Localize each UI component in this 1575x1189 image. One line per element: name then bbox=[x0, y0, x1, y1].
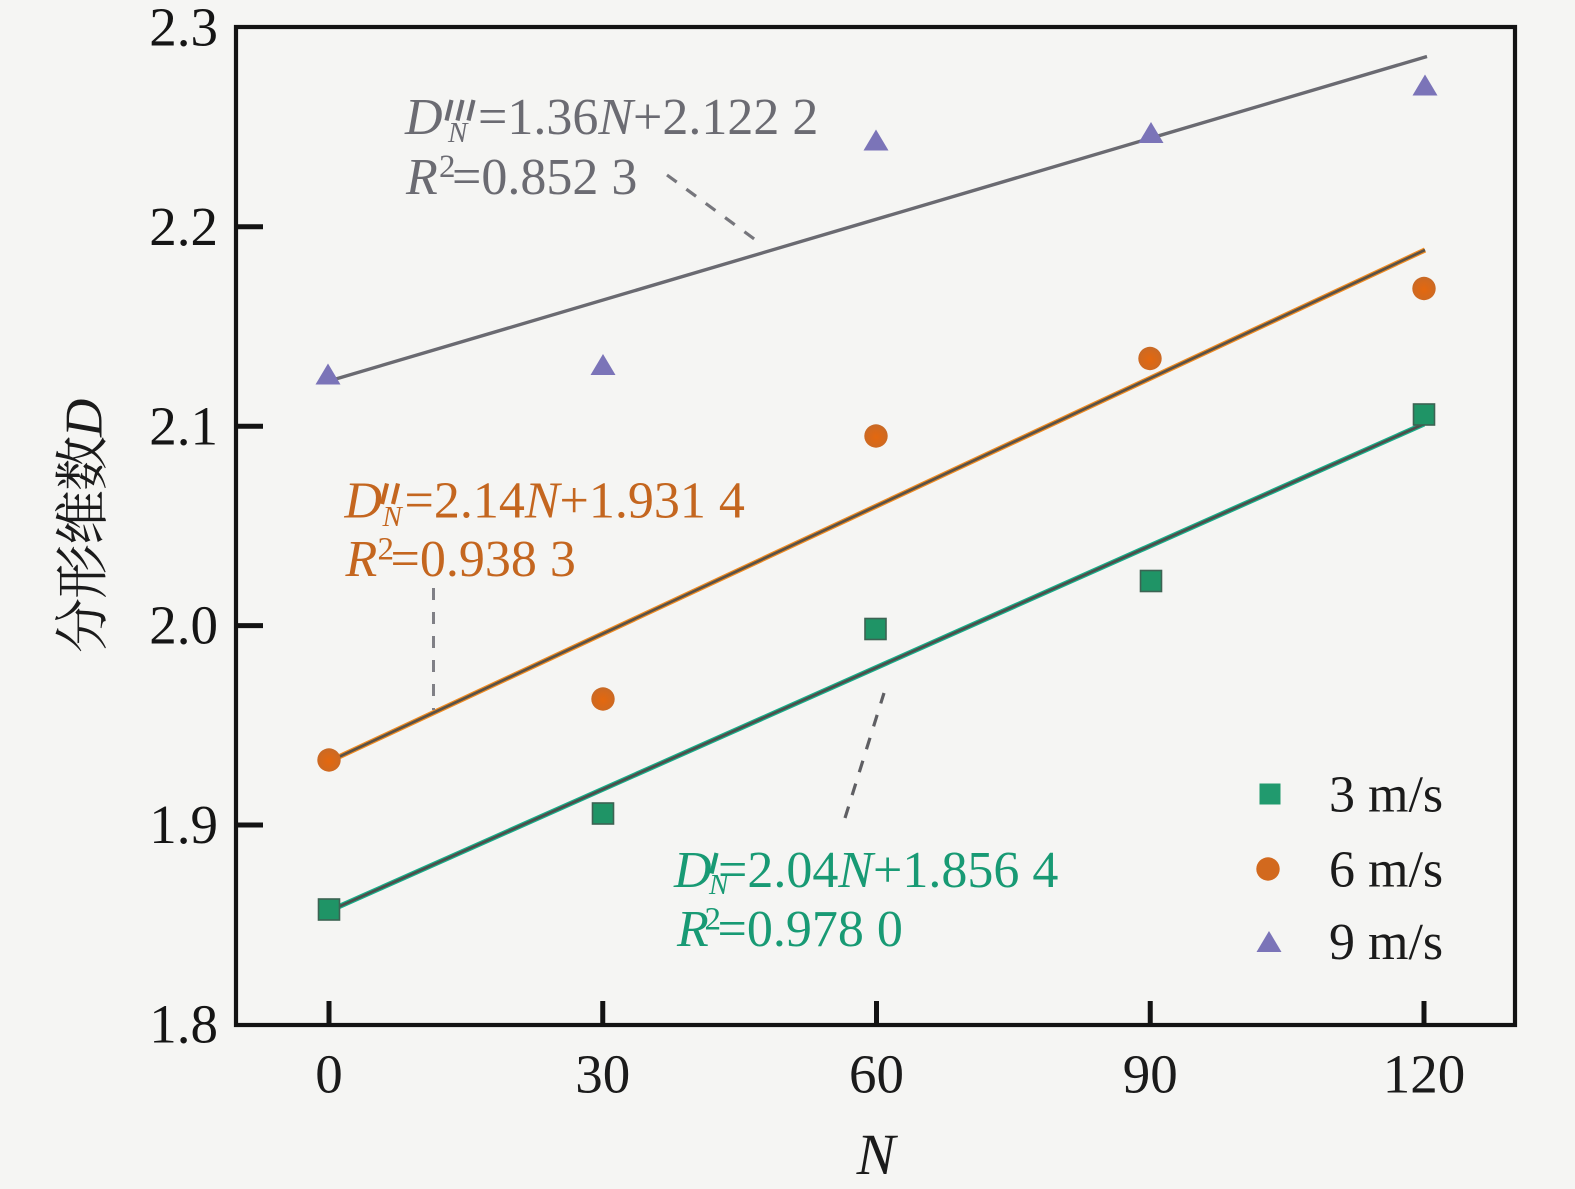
svg-text:N: N bbox=[856, 1122, 899, 1187]
svg-text:1.9: 1.9 bbox=[149, 794, 218, 855]
svg-text:R: R bbox=[676, 901, 709, 958]
svg-text:N: N bbox=[382, 501, 404, 533]
svg-text:D: D bbox=[673, 842, 712, 899]
svg-text:=2.04N+1.856 4: =2.04N+1.856 4 bbox=[718, 842, 1058, 899]
svg-text:2.0: 2.0 bbox=[149, 595, 218, 656]
svg-text:=0.938 3: =0.938 3 bbox=[391, 531, 576, 588]
svg-text:2: 2 bbox=[705, 902, 722, 938]
svg-text:2: 2 bbox=[378, 532, 395, 568]
svg-text:D: D bbox=[404, 89, 443, 146]
svg-text:N: N bbox=[447, 117, 469, 149]
svg-text:=0.978 0: =0.978 0 bbox=[718, 901, 903, 958]
svg-text:1.8: 1.8 bbox=[149, 994, 218, 1055]
svg-text:=2.14N+1.931 4: =2.14N+1.931 4 bbox=[405, 473, 745, 530]
svg-text:60: 60 bbox=[849, 1044, 904, 1105]
svg-text:2: 2 bbox=[439, 149, 456, 185]
svg-text:90: 90 bbox=[1123, 1044, 1178, 1105]
svg-text:R: R bbox=[345, 531, 378, 588]
svg-text:6 m/s: 6 m/s bbox=[1329, 842, 1443, 899]
svg-text:2.2: 2.2 bbox=[149, 196, 218, 257]
svg-text:120: 120 bbox=[1383, 1044, 1466, 1105]
svg-text:N: N bbox=[708, 869, 730, 901]
svg-text:R: R bbox=[405, 149, 438, 206]
svg-text:D: D bbox=[344, 473, 383, 530]
svg-text:=0.852 3: =0.852 3 bbox=[452, 149, 637, 206]
svg-text:30: 30 bbox=[575, 1044, 630, 1105]
svg-text:9 m/s: 9 m/s bbox=[1329, 914, 1443, 971]
svg-text:=1.36N+2.122 2: =1.36N+2.122 2 bbox=[478, 89, 818, 146]
svg-text:2.1: 2.1 bbox=[149, 396, 218, 457]
svg-text:2.3: 2.3 bbox=[149, 0, 218, 58]
svg-text:3 m/s: 3 m/s bbox=[1329, 767, 1443, 824]
svg-text:0: 0 bbox=[315, 1044, 343, 1105]
svg-text:D: D bbox=[56, 399, 114, 438]
